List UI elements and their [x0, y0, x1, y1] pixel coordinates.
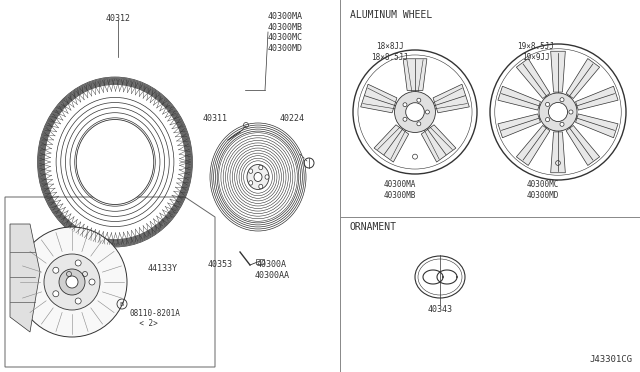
Text: 44133Y: 44133Y — [148, 264, 178, 273]
Circle shape — [560, 98, 564, 102]
Text: 18×8JJ
18×8.5JJ: 18×8JJ 18×8.5JJ — [371, 42, 408, 62]
Circle shape — [545, 118, 550, 122]
Polygon shape — [10, 224, 40, 332]
Ellipse shape — [247, 164, 269, 189]
Polygon shape — [550, 132, 565, 173]
Text: 40300MA
40300MB: 40300MA 40300MB — [384, 180, 416, 200]
Text: 40300A
40300AA: 40300A 40300AA — [255, 260, 289, 280]
Polygon shape — [361, 84, 397, 113]
Circle shape — [426, 110, 429, 114]
Text: B: B — [120, 301, 124, 307]
Text: 40300MC
40300MD: 40300MC 40300MD — [527, 180, 559, 200]
Circle shape — [417, 122, 421, 126]
Text: 40343: 40343 — [428, 305, 452, 314]
Text: 40353: 40353 — [207, 260, 232, 269]
Circle shape — [560, 122, 564, 126]
Circle shape — [89, 279, 95, 285]
Polygon shape — [498, 114, 540, 138]
Polygon shape — [550, 51, 565, 92]
Circle shape — [394, 92, 435, 132]
Circle shape — [539, 93, 577, 131]
Ellipse shape — [249, 169, 253, 173]
Circle shape — [569, 110, 573, 114]
Circle shape — [417, 98, 421, 102]
Polygon shape — [575, 114, 618, 138]
Text: ORNAMENT: ORNAMENT — [350, 222, 397, 232]
Text: J43301CG: J43301CG — [589, 355, 632, 364]
Circle shape — [548, 102, 568, 122]
Ellipse shape — [249, 181, 253, 185]
Circle shape — [75, 260, 81, 266]
Circle shape — [75, 298, 81, 304]
Ellipse shape — [76, 119, 154, 205]
Polygon shape — [403, 59, 427, 90]
Circle shape — [66, 276, 78, 288]
Text: 40312: 40312 — [106, 14, 131, 23]
Text: ALUMINUM WHEEL: ALUMINUM WHEEL — [350, 10, 432, 20]
Polygon shape — [5, 197, 215, 367]
Polygon shape — [516, 125, 550, 166]
Circle shape — [53, 291, 59, 297]
Text: 08110-8201A
  < 2>: 08110-8201A < 2> — [130, 309, 181, 328]
Polygon shape — [433, 84, 469, 113]
Circle shape — [403, 117, 407, 121]
Ellipse shape — [415, 256, 465, 298]
Circle shape — [44, 254, 100, 310]
Polygon shape — [575, 86, 618, 110]
Ellipse shape — [259, 184, 263, 189]
Text: 40311: 40311 — [202, 114, 227, 123]
Circle shape — [403, 103, 407, 107]
Text: 19×8.5JJ
19×9JJ: 19×8.5JJ 19×9JJ — [518, 42, 554, 62]
Circle shape — [545, 102, 550, 106]
Circle shape — [17, 227, 127, 337]
Circle shape — [406, 103, 424, 121]
Bar — [256, 259, 264, 264]
Text: 40224: 40224 — [280, 114, 305, 123]
Polygon shape — [421, 125, 456, 162]
Ellipse shape — [259, 165, 263, 170]
Ellipse shape — [254, 173, 262, 182]
Text: 40300MA
40300MB
40300MC
40300MD: 40300MA 40300MB 40300MC 40300MD — [268, 12, 303, 53]
Polygon shape — [498, 86, 540, 110]
Circle shape — [59, 269, 85, 295]
Polygon shape — [374, 125, 409, 162]
Polygon shape — [566, 125, 600, 166]
Ellipse shape — [265, 175, 269, 179]
Polygon shape — [516, 58, 550, 99]
Polygon shape — [566, 58, 600, 99]
Circle shape — [53, 267, 59, 273]
